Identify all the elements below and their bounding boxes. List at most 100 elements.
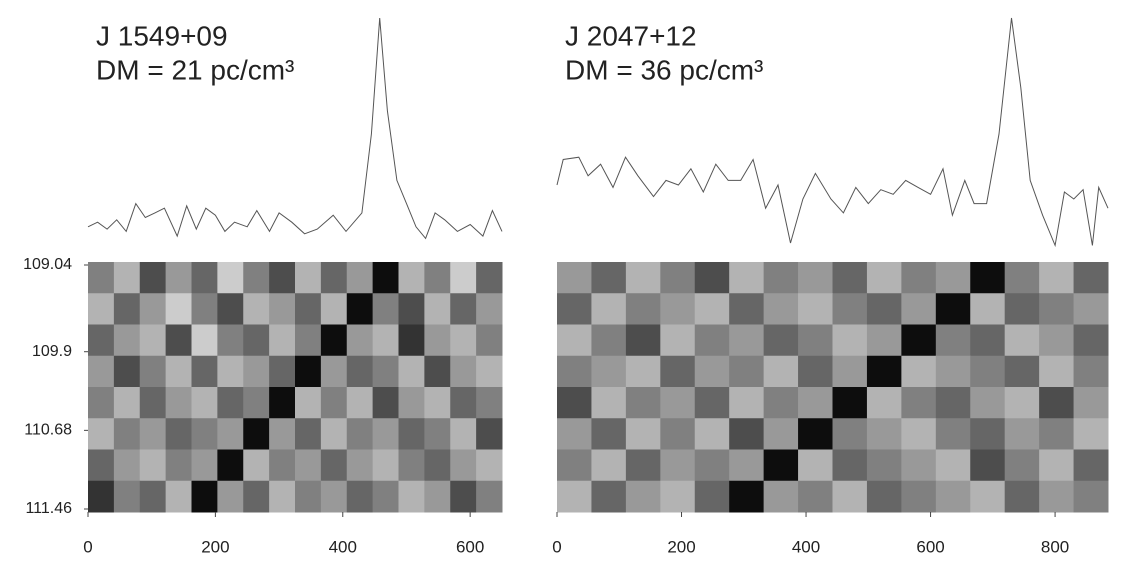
pulse-profile [556, 17, 1109, 248]
heatmap-cell [729, 387, 765, 419]
heatmap-cell [139, 480, 167, 513]
heatmap-cell [320, 293, 348, 325]
heatmap-cell [372, 262, 399, 294]
heatmap-cell [269, 355, 296, 388]
heatmap-cell [372, 355, 399, 388]
heatmap-cell [165, 262, 192, 294]
heatmap-cell [398, 387, 425, 419]
heatmap-cell [832, 324, 868, 357]
heatmap-cell [191, 355, 218, 388]
heatmap-cell [476, 355, 503, 388]
heatmap-cell [1004, 449, 1040, 482]
heatmap-cell [165, 480, 192, 513]
heatmap-cell [320, 387, 348, 419]
heatmap-cell [625, 418, 661, 450]
heatmap-cell [557, 293, 592, 325]
heatmap-cell [763, 262, 799, 294]
y-tick-label: 109.9 [32, 343, 72, 360]
panel-subtitle: DM = 21 pc/cm³ [96, 54, 294, 85]
heatmap-cell [243, 293, 270, 325]
heatmap-cell [113, 387, 141, 419]
heatmap-cell [1004, 262, 1040, 294]
heatmap-cell [970, 293, 1006, 325]
heatmap-cell [88, 449, 115, 482]
heatmap-cell [217, 418, 244, 450]
heatmap-cell [763, 418, 799, 450]
heatmap-cell [798, 293, 833, 325]
heatmap-cell [295, 387, 322, 419]
heatmap-cell [1004, 355, 1040, 388]
heatmap-cell [269, 262, 296, 294]
heatmap-cell [866, 355, 902, 388]
heatmap-cell [346, 355, 374, 388]
heatmap-cell [113, 480, 141, 513]
heatmap-cell [165, 324, 192, 357]
heatmap-cell [1004, 480, 1040, 513]
heatmap-cell [763, 449, 799, 482]
heatmap-cell [372, 480, 399, 513]
x-tick-label: 200 [201, 537, 229, 556]
heatmap-cell [1073, 387, 1109, 419]
heatmap-cell [1039, 324, 1075, 357]
heatmap-cell [866, 418, 902, 450]
heatmap-cell [88, 355, 115, 388]
heatmap-cell [320, 262, 348, 294]
heatmap-cell [476, 293, 503, 325]
heatmap-cell [832, 418, 868, 450]
heatmap-cell [832, 262, 868, 294]
heatmap-cell [694, 418, 730, 450]
heatmap-cell [1004, 324, 1040, 357]
heatmap-cell [557, 324, 592, 357]
heatmap-cell [1039, 262, 1075, 294]
heatmap-cell [660, 262, 696, 294]
heatmap-cell [832, 387, 868, 419]
heatmap-cell [557, 449, 592, 482]
heatmap-cell [832, 293, 868, 325]
heatmap-cell [139, 262, 167, 294]
x-tick-label: 600 [456, 537, 484, 556]
heatmap-cell [763, 293, 799, 325]
heatmap-cell [398, 324, 425, 357]
heatmap-cell [269, 387, 296, 419]
heatmap-cell [694, 449, 730, 482]
heatmap-cell [901, 480, 937, 513]
heatmap-cell [1004, 418, 1040, 450]
heatmap-cell [243, 449, 270, 482]
heatmap-cell [1073, 262, 1109, 294]
heatmap-cell [346, 293, 374, 325]
heatmap-cell [1039, 387, 1075, 419]
heatmap-cell [269, 449, 296, 482]
heatmap-cell [763, 387, 799, 419]
heatmap-cell [88, 418, 115, 450]
heatmap-cell [729, 324, 765, 357]
heatmap-cell [591, 324, 627, 357]
heatmap-cell [832, 480, 868, 513]
heatmap-cell [935, 449, 971, 482]
heatmap-cell [866, 293, 902, 325]
heatmap-cell [1073, 480, 1109, 513]
heatmap-cell [935, 387, 971, 419]
heatmap-cell [935, 262, 971, 294]
heatmap-cell [191, 262, 218, 294]
heatmap-cell [935, 480, 971, 513]
heatmap-cell [243, 480, 270, 513]
heatmap-cell [372, 387, 399, 419]
heatmap-cell [798, 418, 833, 450]
heatmap-cell [139, 293, 167, 325]
heatmap-cell [660, 418, 696, 450]
heatmap-cell [450, 449, 477, 482]
heatmap-cell [165, 387, 192, 419]
heatmap-cell [729, 480, 765, 513]
heatmap-cell [866, 480, 902, 513]
heatmap-cell [113, 324, 141, 357]
heatmap-cell [191, 324, 218, 357]
heatmap-cell [694, 355, 730, 388]
heatmap-cell [1039, 355, 1075, 388]
x-tick-label: 400 [792, 537, 820, 556]
heatmap-cell [557, 418, 592, 450]
heatmap-cell [372, 449, 399, 482]
heatmap-cell [557, 480, 592, 513]
heatmap-cell [88, 293, 115, 325]
heatmap-cell [320, 418, 348, 450]
x-tick-label: 0 [83, 537, 92, 556]
